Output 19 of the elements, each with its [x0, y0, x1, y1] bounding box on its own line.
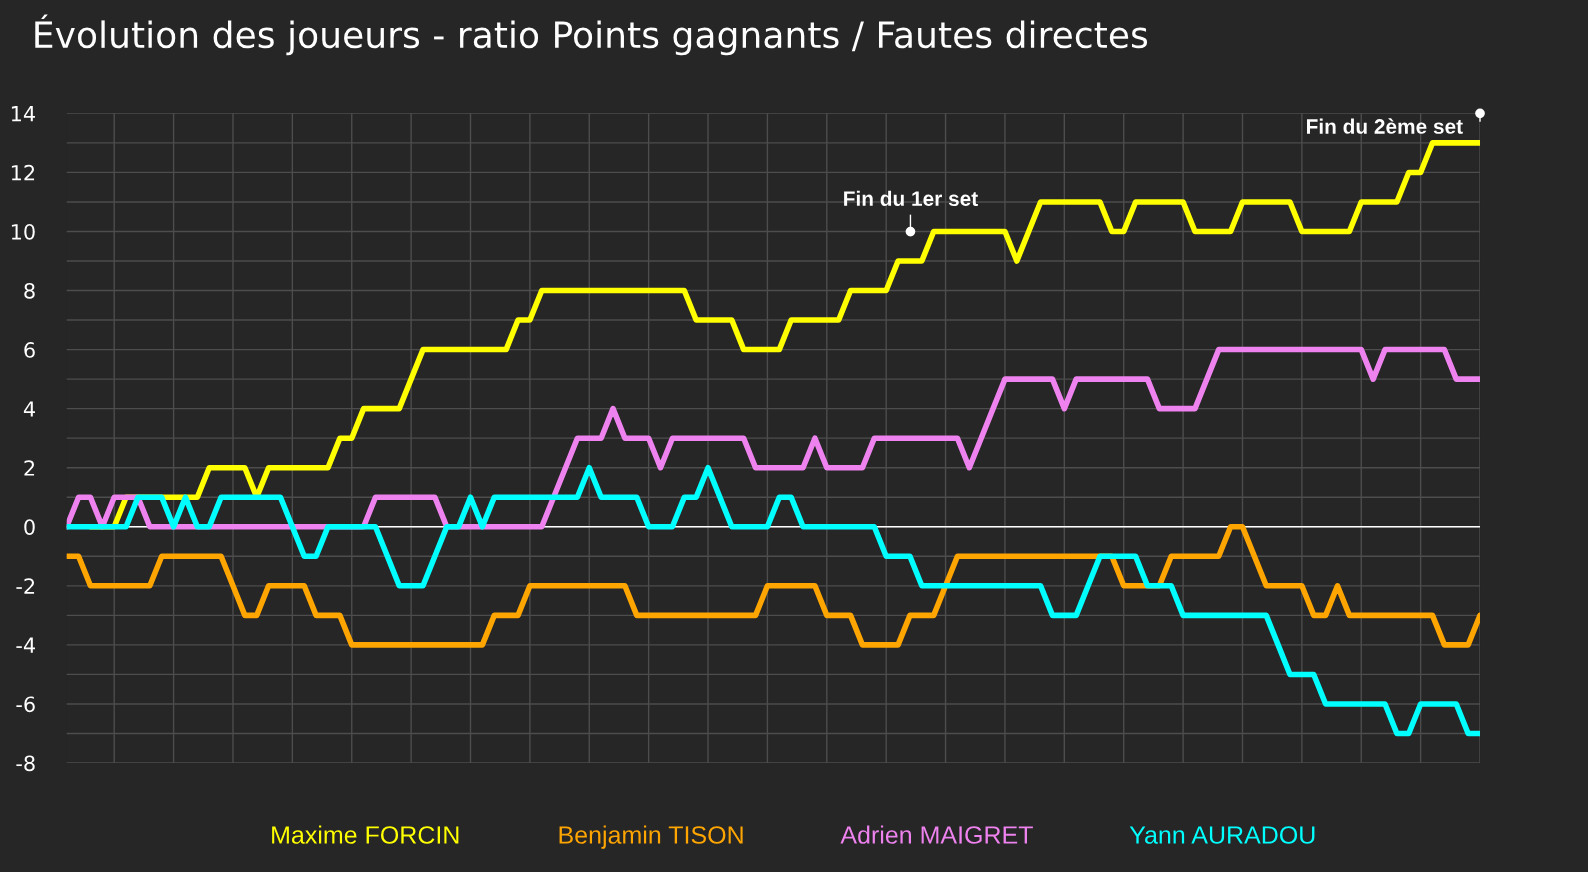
text: Yann AURADOU	[1129, 826, 1315, 844]
y-tick-label: 12	[11, 164, 35, 181]
text: Adrien MAIGRET	[840, 825, 1033, 844]
y-tick-label: 2	[24, 460, 35, 476]
y-tick-label: 6	[24, 342, 35, 358]
y-tick-label: -4	[16, 637, 35, 653]
y-tick-label: 14	[11, 106, 35, 122]
y-tick-label: 10	[11, 223, 35, 240]
annotation: Fin du 1er set	[844, 190, 978, 207]
y-tick-label: -8	[16, 755, 35, 772]
y-tick-label: 4	[23, 401, 35, 417]
y-tick-label: 8	[24, 282, 35, 299]
chart-title: Évolution des joueurs - ratio Points gagnants / Fautes directes	[35, 14, 1148, 56]
annotation: Fin du 2ème set	[1307, 118, 1463, 134]
text: Benjamin TISON	[559, 825, 743, 849]
y-tick-label: -6	[16, 696, 35, 713]
y-tick-label: 0	[24, 519, 35, 535]
text: Maxime FORCIN	[272, 825, 459, 844]
y-tick-label: -2	[16, 578, 35, 594]
